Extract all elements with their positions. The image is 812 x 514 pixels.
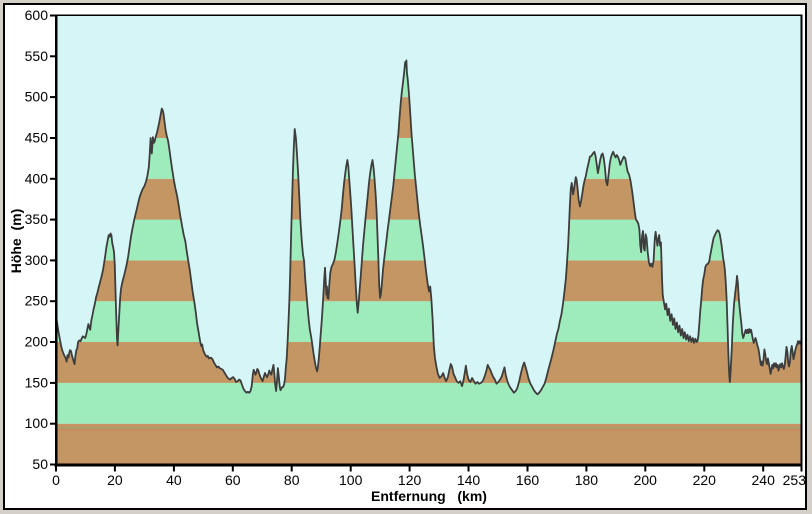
svg-text:220: 220: [693, 472, 717, 488]
svg-text:160: 160: [516, 472, 540, 488]
svg-text:400: 400: [25, 170, 49, 186]
svg-text:20: 20: [107, 472, 123, 488]
svg-text:300: 300: [25, 252, 49, 268]
svg-text:550: 550: [25, 48, 49, 64]
svg-text:120: 120: [398, 472, 422, 488]
svg-text:50: 50: [32, 456, 48, 472]
svg-text:Höhe (m): Höhe (m): [8, 209, 24, 274]
svg-text:250: 250: [25, 293, 49, 309]
svg-text:100: 100: [25, 415, 49, 431]
svg-text:600: 600: [25, 7, 49, 23]
svg-text:Entfernung (km): Entfernung (km): [371, 488, 487, 504]
svg-text:100: 100: [339, 472, 363, 488]
svg-text:0: 0: [52, 472, 60, 488]
svg-text:450: 450: [25, 130, 49, 146]
svg-text:253: 253: [783, 472, 807, 488]
svg-text:200: 200: [634, 472, 658, 488]
svg-text:200: 200: [25, 334, 49, 350]
svg-text:500: 500: [25, 89, 49, 105]
svg-text:140: 140: [457, 472, 481, 488]
svg-text:150: 150: [25, 374, 49, 390]
svg-text:240: 240: [752, 472, 776, 488]
svg-text:350: 350: [25, 211, 49, 227]
svg-text:80: 80: [284, 472, 300, 488]
svg-text:40: 40: [166, 472, 182, 488]
svg-text:180: 180: [575, 472, 599, 488]
svg-text:60: 60: [225, 472, 241, 488]
